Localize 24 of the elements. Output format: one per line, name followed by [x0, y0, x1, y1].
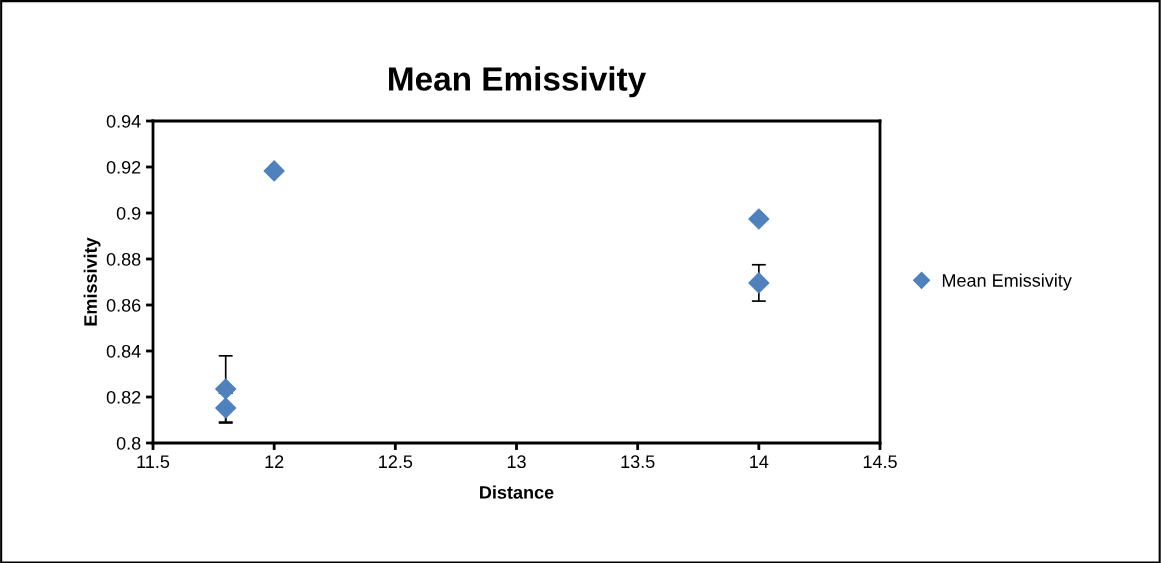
point	[748, 272, 770, 294]
x-tick-label: 11.5	[137, 455, 170, 469]
y-tick-label: 0.92	[106, 160, 141, 174]
point	[748, 208, 770, 230]
legend-label: Mean Emissivity	[942, 273, 1072, 291]
point	[215, 378, 237, 400]
x-tick-label: 13.5	[621, 455, 655, 469]
y-tick-label: 0.82	[106, 390, 141, 404]
y-tick-label: 0.86	[106, 298, 141, 312]
x-axis-title: Distance	[480, 485, 554, 499]
x-tick-label: 13	[507, 455, 526, 469]
chart-title: Mean Emissivity	[389, 66, 647, 98]
x-tick-label: 12	[265, 455, 284, 468]
point	[215, 397, 237, 419]
x-tick-label: 14	[750, 455, 769, 468]
point	[263, 160, 285, 182]
x-tick-label: 12.5	[379, 455, 413, 469]
x-tick-label: 14.5	[863, 455, 897, 469]
y-tick-label: 0.94	[106, 114, 141, 128]
y-tick-label: 0.84	[106, 344, 141, 358]
y-tick-label: 0.8	[116, 436, 141, 450]
y-tick-label: 0.9	[116, 206, 141, 220]
y-axis-title: Emissivity	[83, 237, 101, 326]
y-tick-label: 0.88	[106, 252, 141, 266]
